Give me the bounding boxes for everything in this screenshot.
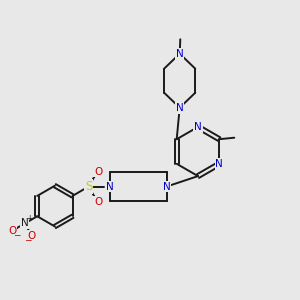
Text: N: N <box>176 49 184 59</box>
Text: O: O <box>8 226 16 236</box>
Text: N: N <box>215 159 223 169</box>
Text: N: N <box>194 122 202 132</box>
Text: N: N <box>21 218 28 229</box>
Text: S: S <box>85 180 92 193</box>
Text: −: − <box>13 230 20 239</box>
Text: −: − <box>24 236 32 245</box>
Text: N: N <box>163 182 170 192</box>
Text: O: O <box>94 196 102 207</box>
Text: N: N <box>176 103 184 113</box>
Text: O: O <box>28 231 36 241</box>
Text: O: O <box>94 167 102 177</box>
Text: N: N <box>106 182 113 192</box>
Text: +: + <box>26 214 32 223</box>
